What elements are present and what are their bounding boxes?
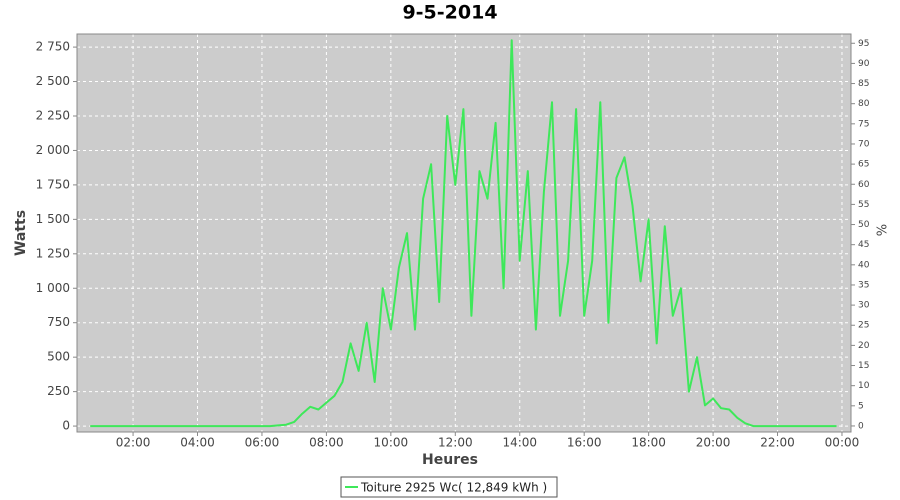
y-tick-label: 1 000 [36, 281, 70, 295]
y2-tick-label: 20 [858, 341, 870, 351]
x-tick-label: 00:00 [825, 436, 860, 450]
x-tick-label: 20:00 [696, 436, 731, 450]
x-tick-label: 10:00 [374, 436, 409, 450]
y2-tick-label: 55 [858, 200, 869, 210]
y-tick-label: 1 750 [36, 177, 70, 191]
legend [340, 476, 558, 498]
y2-tick-label: 30 [858, 301, 870, 311]
y-tick-label: 250 [47, 384, 70, 398]
y-tick-label: 750 [47, 315, 70, 329]
x-tick-label: 06:00 [245, 436, 280, 450]
y-tick-label: 2 250 [36, 108, 70, 122]
y2-tick-label: 75 [858, 119, 869, 129]
y2-tick-label: 60 [858, 180, 870, 190]
y-tick-label: 0 [62, 419, 70, 433]
y-tick-label: 1 500 [36, 212, 70, 226]
y-tick-label: 2 000 [36, 143, 70, 157]
y2-tick-label: 25 [858, 321, 869, 331]
plot-area [77, 34, 851, 432]
y2-tick-label: 15 [858, 361, 869, 371]
x-axis-label: Heures [422, 452, 478, 468]
x-tick-label: 16:00 [567, 436, 602, 450]
y-tick-label: 500 [47, 350, 70, 364]
x-tick-label: 18:00 [631, 436, 666, 450]
y2-tick-label: 0 [858, 421, 864, 431]
y2-axis-label: % [876, 224, 891, 236]
x-tick-label: 04:00 [180, 436, 215, 450]
x-tick-label: 02:00 [116, 436, 151, 450]
chart-title: 9-5-2014 [402, 2, 497, 24]
y-tick-label: 2 750 [36, 40, 70, 54]
y2-tick-label: 70 [858, 139, 870, 149]
y2-tick-label: 65 [858, 160, 869, 170]
plot-border [76, 33, 852, 433]
x-tick-label: 22:00 [760, 436, 795, 450]
y2-tick-label: 50 [858, 220, 870, 230]
legend-label: Toiture 2925 Wc( 12,849 kWh ) [360, 481, 547, 495]
y2-tick-label: 10 [858, 381, 870, 391]
y2-tick-label: 40 [858, 260, 870, 270]
y2-tick-label: 95 [858, 39, 869, 49]
y2-tick-label: 90 [858, 59, 870, 69]
y-tick-label: 2 500 [36, 74, 70, 88]
x-tick-label: 12:00 [438, 436, 473, 450]
y2-tick-label: 85 [858, 79, 869, 89]
y-tick-label: 1 250 [36, 246, 70, 260]
y2-tick-label: 45 [858, 240, 869, 250]
y2-tick-label: 5 [858, 401, 864, 411]
data-line [90, 39, 837, 428]
y-axis-label: Watts [13, 210, 29, 256]
y2-tick-label: 35 [858, 280, 869, 290]
x-tick-label: 08:00 [309, 436, 344, 450]
x-tick-label: 14:00 [502, 436, 537, 450]
y2-tick-label: 80 [858, 99, 870, 109]
